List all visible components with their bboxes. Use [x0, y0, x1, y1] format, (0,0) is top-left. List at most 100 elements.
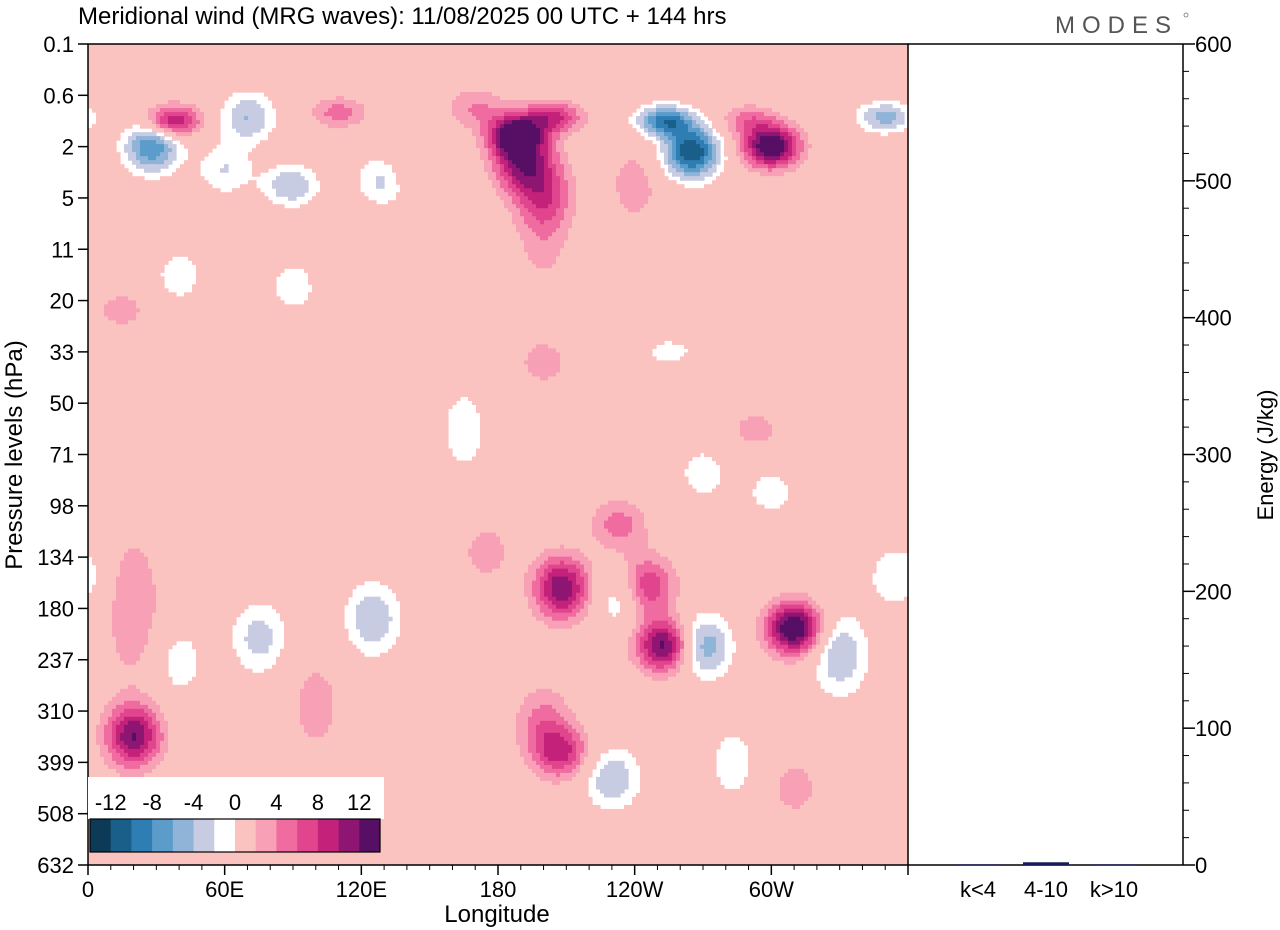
heatmap-cell [804, 612, 809, 618]
heatmap-cell [148, 108, 161, 113]
heatmap-cell [504, 120, 513, 125]
heatmap-cell [88, 424, 449, 430]
heatmap-cell [112, 632, 149, 638]
heatmap-cell [788, 492, 909, 498]
heatmap-cell [128, 684, 137, 690]
heatmap-cell [156, 584, 357, 590]
heatmap-cell [780, 624, 805, 630]
heatmap-cell [552, 580, 573, 586]
heatmap-cell [632, 632, 637, 638]
heatmap-cell [480, 128, 489, 133]
heatmap-cell [640, 208, 909, 213]
heatmap-cell [576, 176, 617, 181]
heatmap-cell [808, 152, 909, 157]
heatmap-cell [676, 620, 681, 626]
heatmap-cell [584, 616, 637, 622]
heatmap-cell [300, 704, 333, 710]
heatmap-cell [88, 840, 909, 846]
heatmap-cell [140, 688, 301, 694]
heatmap-cell [496, 192, 509, 197]
heatmap-cell [516, 204, 525, 209]
heatmap-cell [716, 128, 729, 133]
heatmap-cell [568, 196, 577, 201]
heatmap-cell [652, 192, 909, 197]
heatmap-cell [580, 116, 589, 121]
heatmap-cell [788, 616, 801, 622]
heatmap-cell [560, 368, 909, 373]
heatmap-cell [576, 196, 621, 201]
heatmap-cell [676, 140, 685, 145]
heatmap-cell [248, 640, 273, 646]
heatmap-cell [572, 172, 621, 177]
energy-bars [955, 862, 1137, 866]
heatmap-cell [124, 740, 145, 746]
heatmap-cell [640, 580, 661, 586]
heatmap-cell [680, 628, 685, 634]
heatmap-cell [640, 640, 645, 646]
heatmap-cell [788, 484, 909, 490]
heatmap-cell [248, 632, 273, 638]
heatmap-cell [620, 196, 649, 201]
heatmap-cell [140, 124, 157, 129]
heatmap-cell [552, 688, 825, 694]
heatmap-cell [88, 456, 457, 462]
heatmap-cell [400, 608, 533, 614]
heatmap-cell [576, 592, 585, 598]
heatmap-cell [528, 720, 541, 726]
heatmap-cell [736, 148, 741, 153]
heatmap-cell [552, 592, 573, 598]
heatmap-cell [680, 588, 877, 594]
heatmap-cell [532, 580, 541, 586]
heatmap-cell [332, 104, 345, 109]
heatmap-cell [612, 512, 625, 518]
heatmap-cell [376, 180, 385, 185]
heatmap-cell [812, 784, 909, 790]
heatmap-cell [640, 164, 661, 169]
heatmap-cell [560, 544, 565, 550]
heatmap-cell [544, 580, 553, 586]
heatmap-cell [160, 116, 169, 121]
heatmap-cell [144, 728, 153, 734]
heatmap-cell [804, 628, 809, 634]
heatmap-cell [156, 588, 353, 594]
heatmap-cell [568, 228, 909, 233]
heatmap-cell [348, 116, 365, 121]
heatmap-cell [792, 152, 797, 157]
heatmap-cell [88, 544, 473, 550]
heatmap-cell [532, 228, 557, 233]
heatmap-cell [712, 124, 729, 129]
colorbar-label-background [88, 777, 384, 819]
heatmap-cell [204, 124, 221, 129]
heatmap-cell [452, 104, 473, 109]
heatmap-cell [88, 356, 529, 361]
heatmap-cell [644, 632, 649, 638]
heatmap-cell [88, 284, 165, 289]
heatmap-cell [396, 640, 629, 646]
heatmap-cell [88, 460, 689, 466]
heatmap-cell [520, 708, 533, 714]
heatmap-cell [740, 424, 773, 430]
heatmap-cell [556, 372, 909, 377]
heatmap-cell [468, 108, 529, 113]
heatmap-cell [820, 624, 825, 630]
heatmap-cell [704, 140, 709, 145]
heatmap-cell [276, 120, 321, 125]
heatmap-cell [636, 160, 661, 165]
energy-tick-label: 0 [1195, 853, 1207, 878]
heatmap-cell [648, 184, 685, 189]
heatmap-cell [480, 428, 741, 434]
heatmap-cell [304, 724, 329, 730]
colorbar-swatch [110, 819, 132, 852]
heatmap-cell [192, 120, 201, 125]
heatmap-cell [480, 152, 489, 157]
heatmap-cell [544, 128, 553, 133]
heatmap-cell [548, 132, 553, 137]
heatmap-cell [628, 584, 637, 590]
heatmap-cell [576, 716, 909, 722]
heatmap-cell [648, 128, 657, 133]
heatmap-cell [672, 648, 677, 654]
heatmap-cell [324, 112, 353, 117]
heatmap-cell [500, 164, 505, 169]
heatmap-cell [496, 176, 505, 181]
heatmap-cell [104, 736, 113, 742]
